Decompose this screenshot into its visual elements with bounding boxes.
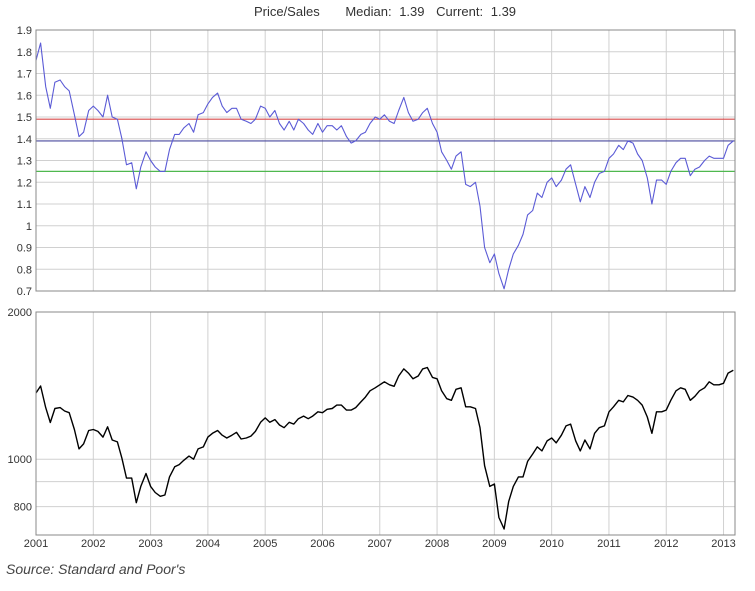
y-tick-label: 0.7 [17,286,32,298]
y-tick-label: 1.7 [17,69,32,81]
x-tick-label: 2002 [81,538,105,550]
title-series-name: Price/Sales [254,4,320,19]
y-tick-label: 1.1 [17,199,32,211]
x-tick-label: 2011 [597,538,621,550]
y-tick-label: 1.5 [17,112,32,124]
x-tick-label: 2008 [425,538,449,550]
plot-frame [35,29,736,292]
x-tick-label: 2005 [253,538,277,550]
y-tick-label: 1.8 [17,47,32,59]
x-tick-label: 2003 [138,538,162,550]
x-tick-label: 2010 [539,538,563,550]
x-tick-label: 2012 [654,538,678,550]
y-tick-label: 1 [26,221,32,233]
title-median-value: 1.39 [399,4,424,19]
y-tick-label: 0.8 [17,264,32,276]
x-tick-label: 2013 [711,538,735,550]
y-tick-label: 800 [14,502,32,514]
price-sales-panel: 0.7 0.8 0.9 1 1.1 1.2 1.3 1.4 1.5 1.6 1.7 1.8 1.9 [17,25,736,298]
y-tick-label: 0.9 [17,243,32,255]
source-note: Source: Standard and Poor's [6,561,186,577]
x-tick-label: 2007 [368,538,392,550]
x-tick-label: 2006 [310,538,334,550]
y-tick-label: 1.4 [17,134,32,146]
title-median-label: Median: [345,4,391,19]
sp500-panel: 800 1000 2000 2001 2002 2003 2004 2005 2006 2007 2… [8,307,736,550]
price-sales-line [35,42,734,290]
x-tick-label: 2001 [24,538,48,550]
y-tick-label: 2000 [8,307,32,319]
y-tick-label: 1.9 [17,25,32,37]
chart-title: Price/Sales Median: 1.39 Current: 1.39 [254,4,516,19]
x-tick-label: 2009 [482,538,506,550]
title-current-value: 1.39 [491,4,516,19]
sp500-line [35,366,734,530]
y-tick-label: 1.6 [17,90,32,102]
plot-frame [35,311,736,536]
y-tick-label: 1.3 [17,156,32,168]
y-tick-label: 1000 [8,454,32,466]
x-tick-label: 2004 [196,538,220,550]
y-tick-label: 1.2 [17,177,32,189]
title-current-label: Current: [436,4,483,19]
